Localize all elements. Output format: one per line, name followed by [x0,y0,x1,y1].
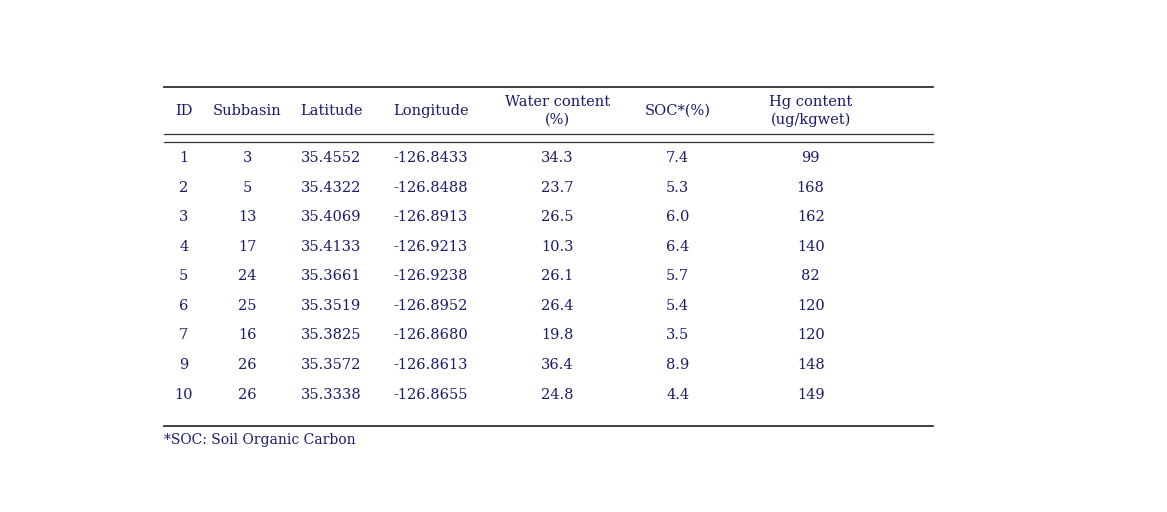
Text: -126.8613: -126.8613 [393,358,468,372]
Text: 120: 120 [797,299,825,313]
Text: 7: 7 [180,328,189,343]
Text: 3.5: 3.5 [666,328,690,343]
Text: Hg content
(ug/kgwet): Hg content (ug/kgwet) [769,95,852,126]
Text: 24.8: 24.8 [541,388,574,401]
Text: ID: ID [175,104,193,118]
Text: 19.8: 19.8 [541,328,573,343]
Text: 3: 3 [243,151,252,165]
Text: 16: 16 [238,328,257,343]
Text: 2: 2 [180,181,189,195]
Text: -126.8433: -126.8433 [393,151,468,165]
Text: 5.7: 5.7 [666,269,690,283]
Text: 8.9: 8.9 [666,358,690,372]
Text: 1: 1 [180,151,188,165]
Text: *SOC: Soil Organic Carbon: *SOC: Soil Organic Carbon [163,433,356,447]
Text: 35.3519: 35.3519 [301,299,362,313]
Text: 35.3572: 35.3572 [301,358,362,372]
Text: 120: 120 [797,328,825,343]
Text: 36.4: 36.4 [541,358,574,372]
Text: 13: 13 [238,210,257,224]
Text: -126.8488: -126.8488 [393,181,468,195]
Text: 35.3661: 35.3661 [301,269,362,283]
Text: -126.8655: -126.8655 [393,388,468,401]
Text: 6.0: 6.0 [666,210,690,224]
Text: -126.8680: -126.8680 [393,328,468,343]
Text: -126.9213: -126.9213 [393,240,468,254]
Text: SOC*(%): SOC*(%) [644,104,711,118]
Text: 149: 149 [797,388,824,401]
Text: 99: 99 [802,151,820,165]
Text: 35.4069: 35.4069 [301,210,362,224]
Text: 4.4: 4.4 [666,388,690,401]
Text: 26.4: 26.4 [541,299,574,313]
Text: 5: 5 [243,181,252,195]
Text: 9: 9 [180,358,189,372]
Text: 35.4552: 35.4552 [301,151,362,165]
Text: 5.3: 5.3 [666,181,690,195]
Text: 25: 25 [238,299,257,313]
Text: -126.9238: -126.9238 [393,269,468,283]
Text: 162: 162 [797,210,825,224]
Text: 24: 24 [238,269,257,283]
Text: 4: 4 [180,240,189,254]
Text: 5: 5 [180,269,189,283]
Text: 10.3: 10.3 [541,240,574,254]
Text: 26: 26 [238,358,257,372]
Text: 168: 168 [797,181,825,195]
Text: Subbasin: Subbasin [212,104,281,118]
Text: 35.4133: 35.4133 [301,240,362,254]
Text: Water content
(%): Water content (%) [505,95,610,126]
Text: 3: 3 [180,210,189,224]
Text: Latitude: Latitude [300,104,363,118]
Text: 6: 6 [180,299,189,313]
Text: 5.4: 5.4 [666,299,690,313]
Text: 35.3825: 35.3825 [301,328,362,343]
Text: 82: 82 [802,269,820,283]
Text: 148: 148 [797,358,825,372]
Text: 17: 17 [238,240,257,254]
Text: Longitude: Longitude [393,104,469,118]
Text: 35.4322: 35.4322 [301,181,362,195]
Text: 35.3338: 35.3338 [301,388,362,401]
Text: 26.1: 26.1 [541,269,573,283]
Text: 140: 140 [797,240,825,254]
Text: 34.3: 34.3 [541,151,574,165]
Text: 7.4: 7.4 [666,151,690,165]
Text: -126.8952: -126.8952 [393,299,468,313]
Text: 26.5: 26.5 [541,210,574,224]
Text: 23.7: 23.7 [541,181,574,195]
Text: 26: 26 [238,388,257,401]
Text: -126.8913: -126.8913 [393,210,468,224]
Text: 6.4: 6.4 [666,240,690,254]
Text: 10: 10 [175,388,193,401]
